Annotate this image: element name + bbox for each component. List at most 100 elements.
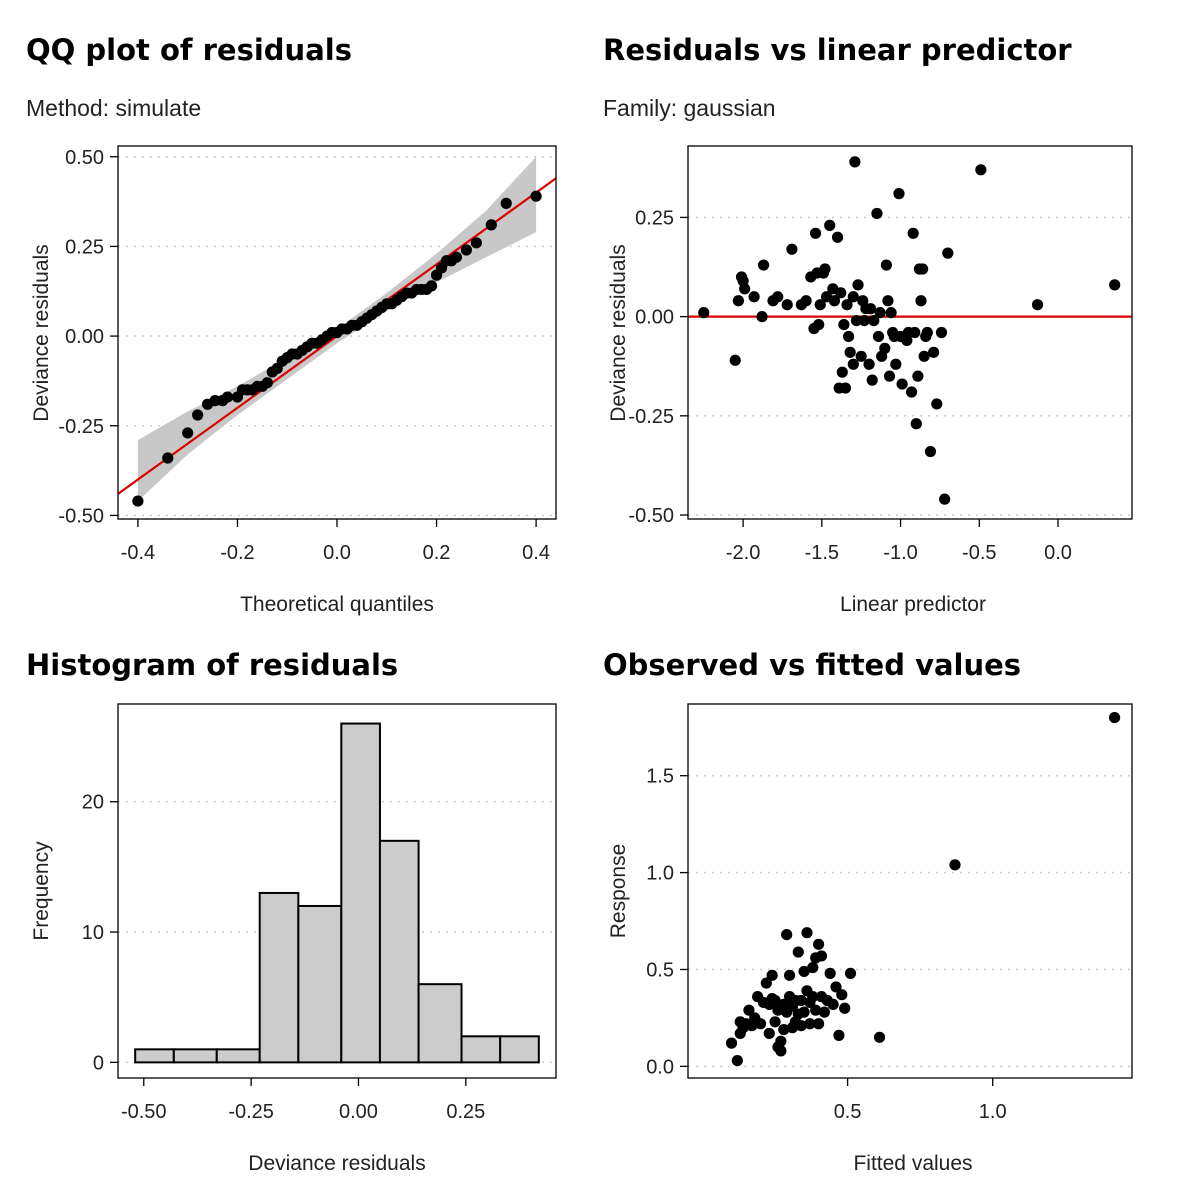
data-point xyxy=(912,370,924,382)
data-point xyxy=(939,493,951,505)
data-point xyxy=(830,981,842,993)
data-point xyxy=(221,391,234,403)
data-point xyxy=(795,994,807,1007)
data-point xyxy=(818,1006,830,1018)
x-axis-label: Fitted values xyxy=(853,1152,972,1175)
y-tick-label: 20 xyxy=(82,792,104,814)
data-point xyxy=(885,307,897,319)
histogram-bar xyxy=(460,1035,502,1064)
x-tick-label: -0.50 xyxy=(121,1101,167,1123)
data-point xyxy=(909,326,921,339)
x-tick-label: -0.25 xyxy=(228,1101,274,1123)
x-tick-label: 0.0 xyxy=(1044,542,1072,564)
data-point xyxy=(192,409,204,421)
data-point xyxy=(880,259,892,271)
data-point xyxy=(807,961,819,974)
data-point xyxy=(855,350,867,362)
data-point xyxy=(748,291,760,303)
data-point xyxy=(827,998,839,1010)
y-tick-label: 0.25 xyxy=(635,207,674,229)
data-point xyxy=(928,346,940,358)
data-point xyxy=(425,280,438,292)
y-tick-label: 0.50 xyxy=(65,147,104,169)
plot-frame xyxy=(687,145,1133,520)
y-tick-label: 1.5 xyxy=(646,766,674,788)
data-point xyxy=(769,994,781,1007)
data-point xyxy=(874,307,886,319)
data-point xyxy=(833,1029,845,1041)
data-point xyxy=(831,231,844,243)
x-tick-label: 0.4 xyxy=(522,542,550,564)
data-point xyxy=(847,291,859,303)
data-point xyxy=(460,244,473,256)
data-point xyxy=(485,219,497,231)
data-point xyxy=(852,279,864,291)
data-point xyxy=(783,969,796,981)
y-tick-label: 0.25 xyxy=(65,236,104,258)
data-point xyxy=(530,190,542,202)
x-tick-label: -2.0 xyxy=(726,542,760,564)
data-point xyxy=(842,330,855,343)
data-point xyxy=(871,207,883,220)
data-point xyxy=(849,156,861,168)
data-point xyxy=(893,188,905,200)
data-point xyxy=(915,295,927,307)
data-point xyxy=(786,243,798,255)
data-point xyxy=(836,366,848,378)
data-point xyxy=(792,946,804,958)
data-point xyxy=(863,358,875,370)
panel-title: Observed vs fitted values xyxy=(603,648,1021,682)
plot-area xyxy=(134,722,540,1064)
data-point xyxy=(882,295,894,307)
x-axis-label: Linear predictor xyxy=(840,593,986,616)
data-point xyxy=(819,263,831,275)
data-point xyxy=(924,445,937,458)
data-point xyxy=(132,495,144,507)
data-point xyxy=(815,950,828,962)
data-point xyxy=(850,314,863,327)
data-point xyxy=(931,398,943,410)
data-point xyxy=(781,299,793,311)
data-point xyxy=(839,382,852,394)
y-tick-label: 10 xyxy=(82,922,104,944)
data-point xyxy=(918,350,930,362)
data-point xyxy=(769,1016,781,1028)
data-point xyxy=(743,1004,755,1016)
y-axis-label: Deviance residuals xyxy=(30,244,53,421)
panel-subtitle: Method: simulate xyxy=(26,95,201,121)
data-point xyxy=(836,989,848,1001)
histogram-bar xyxy=(378,839,420,1064)
data-point xyxy=(942,247,954,259)
x-tick-label: 0.0 xyxy=(323,542,351,564)
x-tick-label: 0.5 xyxy=(834,1101,862,1123)
data-point xyxy=(763,1027,775,1040)
data-point xyxy=(450,251,463,263)
x-axis-label: Deviance residuals xyxy=(248,1152,425,1175)
data-point xyxy=(872,330,885,343)
data-point xyxy=(824,219,836,231)
data-point xyxy=(182,427,194,439)
data-point xyxy=(812,938,825,950)
data-point xyxy=(1109,279,1121,291)
data-point xyxy=(801,927,813,939)
y-axis-label: Deviance residuals xyxy=(607,244,630,421)
panel-title: Histogram of residuals xyxy=(26,648,398,682)
data-point xyxy=(757,259,770,271)
data-point xyxy=(844,967,857,979)
data-point xyxy=(858,314,870,327)
data-point xyxy=(905,386,918,398)
data-point xyxy=(910,418,922,430)
data-point xyxy=(841,299,853,311)
data-point xyxy=(896,378,908,390)
data-point xyxy=(698,307,710,319)
data-point xyxy=(778,1023,790,1036)
data-point xyxy=(839,1002,851,1014)
data-point xyxy=(865,303,877,315)
data-point xyxy=(766,969,778,981)
x-tick-label: -1.0 xyxy=(883,542,917,564)
data-point xyxy=(261,377,273,389)
data-point xyxy=(739,283,751,295)
x-tick-label: 0.25 xyxy=(446,1101,485,1123)
histogram-of-residuals-panel: Histogram of residuals -0.50 -0.25 0.00 0.25… xyxy=(26,648,557,1175)
